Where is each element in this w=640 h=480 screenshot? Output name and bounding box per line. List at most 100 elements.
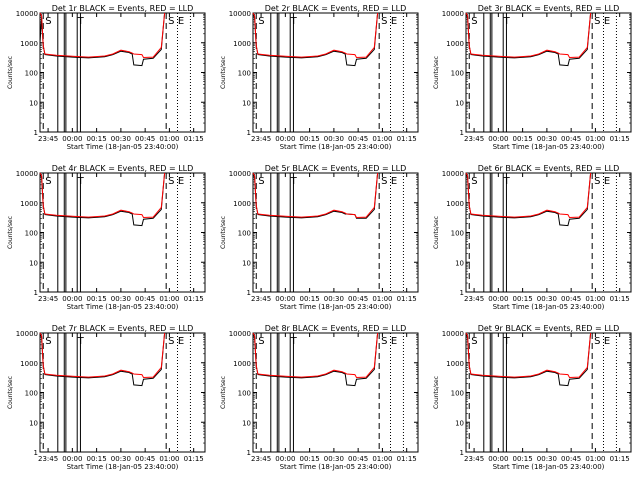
marker-label: S (258, 336, 264, 347)
x-axis-label: Start Time (18-Jan-05 23:40:00) (280, 143, 392, 151)
y-tick-label: 10000 (229, 330, 251, 338)
y-tick-label: 10 (455, 419, 464, 427)
y-tick-label: 10 (242, 259, 251, 267)
y-tick-label: 1000 (20, 360, 38, 368)
marker-label: E (391, 16, 397, 27)
chart-title: Det 1r BLACK = Events, RED = LLD (52, 4, 194, 13)
x-tick-label: 00:00 (275, 135, 295, 143)
y-tick-label: 100 (238, 70, 251, 78)
marker-label: S (381, 176, 387, 187)
chart-panel: Det 1r BLACK = Events, RED = LLD 1 10 100 10… (7, 4, 206, 151)
y-tick-label: 10000 (442, 170, 464, 178)
x-tick-label: 01:15 (610, 295, 630, 303)
x-tick-label: 01:15 (184, 295, 204, 303)
x-axis-label: Start Time (18-Jan-05 23:40:00) (67, 463, 179, 471)
y-axis-label: Counts/sec (433, 376, 440, 409)
x-tick-label: 01:15 (184, 455, 204, 463)
y-axis-label: Counts/sec (220, 376, 227, 409)
x-tick-label: 00:30 (111, 455, 131, 463)
x-tick-label: 00:15 (513, 135, 533, 143)
x-tick-label: 00:00 (275, 455, 295, 463)
lld-series-line (39, 172, 166, 219)
x-tick-label: 01:15 (397, 135, 417, 143)
x-tick-label: 23:45 (464, 135, 484, 143)
chart-title: Det 2r BLACK = Events, RED = LLD (265, 4, 407, 13)
y-axis-label: Counts/sec (220, 216, 227, 249)
x-tick-label: 00:45 (561, 295, 581, 303)
y-tick-label: 1000 (233, 200, 251, 208)
y-tick-label: 1000 (446, 360, 464, 368)
x-tick-label: 00:45 (561, 135, 581, 143)
y-tick-label: 10000 (16, 10, 38, 18)
y-tick-label: 10 (29, 419, 38, 427)
chart-title: Det 6r BLACK = Events, RED = LLD (478, 164, 620, 173)
x-tick-label: 01:15 (184, 135, 204, 143)
x-tick-label: 00:30 (111, 295, 131, 303)
x-tick-label: 00:00 (62, 455, 82, 463)
x-tick-label: 01:15 (610, 135, 630, 143)
x-tick-label: 00:30 (537, 455, 557, 463)
marker-label: S (594, 16, 600, 27)
y-tick-label: 1000 (233, 360, 251, 368)
x-tick-label: 00:30 (324, 455, 344, 463)
marker-label: S (471, 176, 477, 187)
x-axis-label: Start Time (18-Jan-05 23:40:00) (493, 303, 605, 311)
y-tick-label: 1 (34, 449, 38, 457)
x-tick-label: 01:00 (585, 455, 605, 463)
x-tick-label: 00:45 (135, 295, 155, 303)
lld-series-line (465, 332, 592, 379)
y-tick-label: 10 (455, 99, 464, 107)
x-tick-label: 00:45 (348, 455, 368, 463)
y-tick-label: 100 (451, 70, 464, 78)
x-tick-label: 00:00 (488, 135, 508, 143)
marker-label: T (77, 16, 85, 27)
marker-label: S (168, 176, 174, 187)
lld-series-line (39, 12, 166, 59)
marker-label: E (391, 176, 397, 187)
x-tick-label: 01:15 (610, 455, 630, 463)
x-tick-label: 23:45 (464, 455, 484, 463)
x-tick-label: 00:45 (135, 455, 155, 463)
marker-label: E (391, 336, 397, 347)
x-tick-label: 00:30 (537, 135, 557, 143)
y-axis-label: Counts/sec (7, 376, 14, 409)
y-tick-label: 10 (29, 259, 38, 267)
x-tick-label: 01:15 (397, 295, 417, 303)
lld-series-line (252, 172, 379, 219)
y-tick-label: 1 (460, 129, 464, 137)
y-tick-label: 10000 (16, 170, 38, 178)
x-tick-label: 00:30 (324, 135, 344, 143)
x-tick-label: 23:45 (251, 135, 271, 143)
marker-label: S (45, 176, 51, 187)
y-tick-label: 1 (34, 289, 38, 297)
x-tick-label: 23:45 (38, 455, 58, 463)
y-tick-label: 100 (451, 390, 464, 398)
x-tick-label: 01:00 (372, 135, 392, 143)
x-tick-label: 01:15 (397, 455, 417, 463)
y-tick-label: 100 (25, 390, 38, 398)
y-axis-label: Counts/sec (7, 216, 14, 249)
marker-label: S (45, 336, 51, 347)
x-axis-label: Start Time (18-Jan-05 23:40:00) (493, 143, 605, 151)
marker-label: T (77, 176, 85, 187)
marker-label: T (503, 176, 511, 187)
x-tick-label: 00:45 (348, 135, 368, 143)
x-tick-label: 00:15 (513, 455, 533, 463)
lld-series-line (465, 12, 592, 59)
y-tick-label: 100 (451, 230, 464, 238)
chart-title: Det 7r BLACK = Events, RED = LLD (52, 324, 194, 333)
y-tick-label: 1 (247, 129, 251, 137)
y-tick-label: 1 (247, 289, 251, 297)
x-tick-label: 01:00 (159, 135, 179, 143)
x-tick-label: 00:30 (324, 295, 344, 303)
y-tick-label: 10 (242, 419, 251, 427)
chart-panel: Det 7r BLACK = Events, RED = LLD 1 10 100 10… (7, 324, 206, 471)
x-tick-label: 00:15 (513, 295, 533, 303)
marker-label: S (168, 336, 174, 347)
chart-title: Det 4r BLACK = Events, RED = LLD (52, 164, 194, 173)
x-tick-label: 23:45 (464, 295, 484, 303)
x-tick-label: 23:45 (38, 295, 58, 303)
x-tick-label: 00:00 (488, 295, 508, 303)
y-tick-label: 1 (460, 289, 464, 297)
marker-label: S (471, 16, 477, 27)
